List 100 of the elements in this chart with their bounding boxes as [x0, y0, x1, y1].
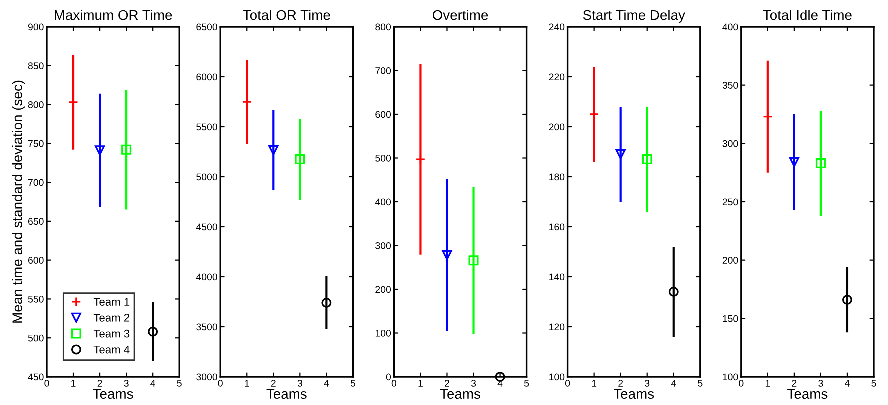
- point: [468, 256, 479, 266]
- x-tick-label: 0: [392, 380, 397, 387]
- x-tick-label: 3: [818, 380, 824, 387]
- x-tick-label: 3: [471, 380, 476, 387]
- y-tick-label: 350: [722, 82, 738, 89]
- x-tick-label: 0: [565, 380, 570, 387]
- x-axis-title: Teams: [788, 389, 828, 400]
- chart-title: Maximum OR Time: [55, 10, 172, 20]
- legend-label: Team 2: [94, 314, 130, 322]
- y-tick-label: 5500: [196, 124, 218, 131]
- point: [642, 154, 652, 164]
- legend-label: Team 3: [94, 330, 130, 338]
- y-tick-label: 600: [376, 111, 392, 118]
- chart-title: Total OR Time: [243, 10, 330, 20]
- point: [668, 287, 679, 297]
- y-tick-label: 3500: [196, 324, 218, 331]
- x-tick-label: 5: [698, 380, 703, 387]
- y-tick-label: 140: [550, 274, 565, 281]
- y-tick-label: 600: [28, 257, 44, 264]
- y-tick-label: 220: [549, 74, 565, 81]
- x-tick-label: 1: [418, 380, 423, 387]
- y-tick-label: 400: [375, 198, 392, 206]
- x-tick-label: 1: [766, 380, 770, 387]
- x-tick-label: 5: [524, 380, 530, 387]
- point: [295, 154, 306, 164]
- y-tick-label: 6000: [196, 74, 218, 81]
- x-tick-label: 4: [845, 380, 850, 387]
- y-tick-label: 200: [549, 124, 565, 131]
- y-tick-label: 400: [722, 24, 738, 31]
- chart-title: Start Time Delay: [583, 10, 686, 23]
- y-tick-label: 300: [376, 242, 392, 250]
- y-tick-label: 800: [28, 102, 44, 108]
- y-tick-label: 6500: [196, 24, 218, 31]
- y-tick-label: 150: [723, 315, 738, 322]
- point: [416, 154, 426, 165]
- x-axis-title: Teams: [93, 389, 134, 400]
- x-tick-label: 4: [150, 380, 156, 387]
- x-tick-label: 2: [271, 380, 276, 387]
- chart-title: Total Idle Time: [763, 10, 852, 20]
- point: [762, 112, 773, 122]
- y-tick-label: 3000: [196, 374, 218, 381]
- x-axis-title: Teams: [614, 389, 654, 400]
- x-tick-label: 5: [177, 380, 182, 387]
- y-tick-label: 900: [28, 24, 44, 31]
- point: [242, 97, 252, 107]
- x-tick-label: 1: [592, 380, 597, 387]
- point: [122, 144, 132, 155]
- y-axis-title: Mean time and standard deviation (sec): [12, 80, 26, 323]
- y-tick-label: 250: [722, 198, 738, 206]
- x-tick-label: 1: [245, 380, 250, 387]
- y-tick-label: 500: [28, 334, 44, 342]
- y-tick-label: 160: [550, 224, 565, 231]
- point: [322, 298, 332, 308]
- x-tick-label: 3: [645, 380, 650, 387]
- y-tick-label: 200: [722, 257, 738, 264]
- x-tick-label: 0: [44, 380, 50, 387]
- x-axis-title: Teams: [440, 389, 480, 400]
- y-tick-label: 100: [550, 374, 565, 381]
- y-tick-label: 100: [376, 330, 392, 337]
- x-tick-label: 4: [671, 380, 676, 387]
- x-tick-label: 1: [72, 380, 76, 387]
- y-tick-label: 300: [722, 140, 738, 148]
- y-tick-label: 800: [376, 24, 392, 31]
- y-tick-label: 650: [28, 218, 44, 226]
- y-tick-label: 700: [28, 179, 44, 186]
- y-tick-label: 5000: [196, 174, 218, 181]
- point: [789, 157, 800, 168]
- point: [589, 110, 600, 120]
- y-tick-label: 100: [723, 374, 738, 381]
- y-tick-label: 240: [549, 24, 565, 31]
- x-tick-label: 3: [298, 380, 302, 387]
- y-tick-label: 850: [28, 62, 44, 70]
- y-tick-label: 700: [376, 67, 392, 74]
- x-tick-label: 2: [792, 380, 797, 387]
- point: [616, 150, 626, 160]
- y-tick-label: 550: [28, 296, 44, 303]
- y-tick-label: 0: [386, 374, 392, 381]
- x-tick-label: 4: [324, 380, 330, 387]
- x-tick-label: 0: [218, 380, 223, 387]
- x-tick-label: 2: [445, 380, 450, 387]
- chart-title: Overtime: [432, 10, 488, 20]
- y-tick-label: 4500: [196, 224, 218, 231]
- point: [148, 326, 158, 337]
- y-tick-label: 450: [28, 374, 44, 381]
- point: [442, 250, 452, 260]
- point: [816, 158, 826, 168]
- x-tick-label: 0: [739, 380, 744, 387]
- x-tick-label: 3: [124, 380, 129, 387]
- legend-label: Team 1: [94, 298, 130, 306]
- y-tick-label: 750: [28, 140, 44, 148]
- point: [842, 295, 852, 305]
- x-tick-label: 2: [98, 380, 102, 387]
- x-axis-title: Teams: [266, 389, 307, 400]
- legend-label: Team 4: [94, 346, 130, 354]
- y-tick-label: 500: [376, 154, 392, 162]
- x-tick-label: 5: [350, 380, 356, 387]
- x-tick-label: 2: [618, 380, 624, 387]
- y-tick-label: 120: [550, 324, 565, 331]
- point: [268, 146, 279, 156]
- y-tick-label: 4000: [196, 274, 218, 281]
